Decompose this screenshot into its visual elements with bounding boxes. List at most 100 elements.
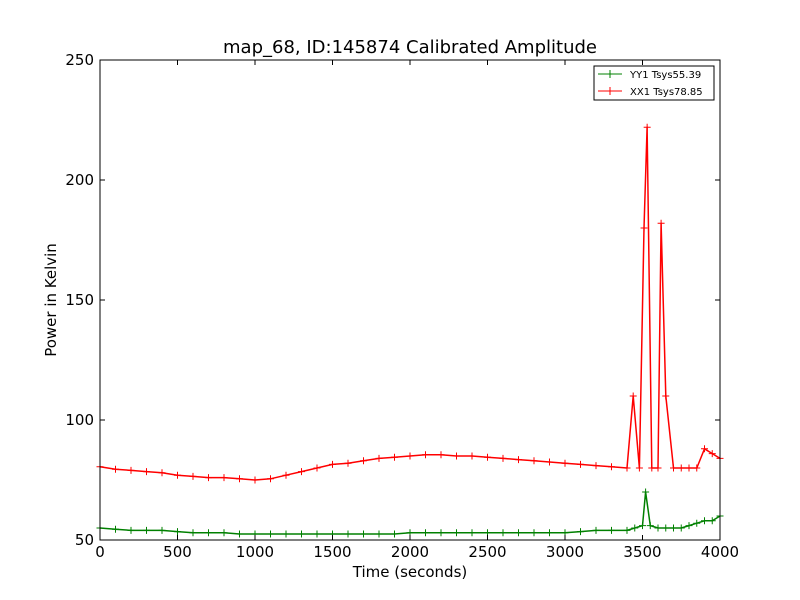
data-point	[623, 464, 631, 472]
legend-label-yy1: YY1 Tsys55.39	[629, 70, 701, 81]
data-point	[174, 471, 181, 479]
data-point	[112, 525, 119, 533]
data-point	[677, 524, 685, 532]
series-1	[96, 123, 724, 484]
data-point	[189, 529, 197, 537]
data-point	[670, 524, 677, 532]
x-tick-label: 1000	[236, 543, 274, 561]
data-point	[608, 463, 615, 471]
data-point	[236, 530, 243, 538]
data-point	[251, 476, 259, 484]
data-point	[391, 530, 398, 538]
data-point	[515, 456, 522, 464]
data-point	[608, 526, 615, 534]
x-tick-label: 500	[163, 543, 192, 561]
data-point	[693, 519, 701, 527]
data-point	[643, 123, 651, 131]
data-point	[561, 459, 569, 467]
data-point	[375, 454, 383, 462]
data-point	[143, 468, 150, 476]
series-layer	[96, 123, 724, 538]
y-axis-label: Power in Kelvin	[42, 243, 60, 357]
legend-box	[593, 65, 715, 101]
data-point	[635, 464, 643, 472]
data-point	[267, 530, 274, 538]
data-point	[499, 529, 507, 537]
data-point	[360, 530, 367, 538]
data-point	[577, 460, 584, 468]
data-point	[422, 529, 429, 537]
data-point	[298, 530, 305, 538]
data-point	[530, 529, 538, 537]
y-tick-label: 50	[75, 531, 94, 549]
data-point	[422, 451, 429, 459]
x-tick-label: 0	[95, 543, 105, 561]
data-point	[112, 465, 119, 473]
data-point	[642, 488, 650, 496]
data-point	[657, 219, 665, 227]
data-point	[639, 522, 646, 530]
data-point	[375, 530, 383, 538]
data-point	[143, 526, 150, 534]
data-point	[629, 392, 637, 400]
series-0	[96, 488, 724, 538]
data-point	[701, 445, 708, 453]
data-point	[662, 392, 670, 400]
data-point	[329, 460, 336, 468]
x-axis-label: Time (seconds)	[352, 563, 468, 581]
data-point	[654, 464, 662, 472]
data-point	[298, 468, 305, 476]
data-point	[670, 464, 677, 472]
data-point	[577, 528, 584, 536]
data-point	[623, 526, 631, 534]
ticks-layer: 0 500 1000 1500 2000 2500 3000 3500 4000 50 100 150…	[65, 51, 739, 561]
data-point	[484, 453, 491, 461]
chart-title: map_68, ID:145874 Calibrated Amplitude	[223, 37, 597, 58]
y-tick-label: 250	[65, 51, 94, 69]
data-point	[693, 464, 701, 472]
x-tick-label: 4000	[701, 543, 739, 561]
data-point	[640, 224, 648, 232]
legend: YY1 Tsys55.39 XX1 Tsys78.85	[593, 65, 715, 101]
data-point	[344, 530, 352, 538]
series-line-1	[99, 126, 721, 481]
legend-label-xx1: XX1 Tsys78.85	[630, 87, 703, 98]
data-point	[437, 529, 445, 537]
data-point	[437, 451, 445, 459]
data-point	[174, 528, 181, 536]
data-point	[360, 457, 367, 465]
data-point	[648, 464, 656, 472]
data-point	[453, 529, 460, 537]
data-point	[282, 471, 290, 479]
data-point	[499, 454, 507, 462]
data-point	[701, 517, 708, 525]
data-point	[127, 466, 135, 474]
data-point	[546, 529, 553, 537]
data-point	[313, 530, 321, 538]
data-point	[708, 450, 716, 458]
data-point	[344, 459, 352, 467]
data-point	[592, 462, 600, 470]
data-point	[662, 524, 670, 532]
data-point	[127, 526, 135, 534]
x-tick-label: 1500	[313, 543, 351, 561]
data-point	[205, 474, 212, 482]
y-tick-label: 150	[65, 291, 94, 309]
data-point	[515, 529, 522, 537]
data-point	[468, 529, 476, 537]
data-point	[530, 457, 538, 465]
data-point	[468, 452, 476, 460]
data-point	[282, 530, 290, 538]
data-point	[406, 452, 414, 460]
data-point	[189, 472, 197, 480]
x-tick-label: 3500	[623, 543, 661, 561]
data-point	[685, 522, 693, 530]
data-point	[546, 458, 553, 466]
data-point	[654, 524, 662, 532]
data-point	[631, 524, 639, 532]
x-tick-label: 2000	[391, 543, 429, 561]
y-tick-label: 100	[65, 411, 94, 429]
data-point	[592, 526, 600, 534]
data-point	[205, 529, 212, 537]
